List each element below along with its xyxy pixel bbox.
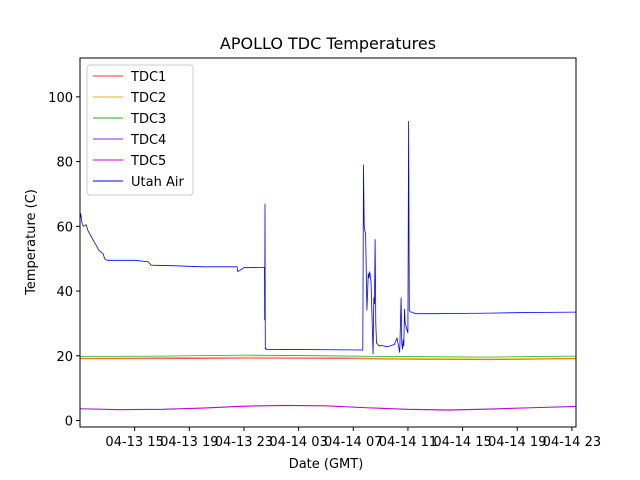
x-tick-label: 04-14 07 (324, 435, 382, 450)
series-line-tdc1 (80, 357, 576, 361)
series-line-utah-air (80, 121, 576, 355)
x-tick-label: 04-14 11 (379, 435, 437, 450)
y-axis-label: Temperature (C) (24, 189, 39, 296)
series-line-tdc5 (80, 405, 576, 411)
legend-label: TDC5 (130, 154, 166, 169)
legend-label: TDC1 (130, 70, 166, 85)
chart-title: APOLLO TDC Temperatures (220, 34, 436, 53)
x-tick-label: 04-13 23 (215, 435, 273, 450)
legend: TDC1 TDC2 TDC3 TDC4 TDC5 Utah Air (86, 64, 194, 196)
y-tick-label: 100 (48, 91, 73, 106)
plot-frame (79, 57, 577, 428)
x-axis-label: Date (GMT) (289, 457, 364, 472)
x-tick-label: 04-14 19 (488, 435, 546, 450)
y-tick-label: 40 (56, 285, 73, 300)
series-line-tdc3 (80, 354, 576, 358)
y-tick-label: 0 (65, 415, 73, 430)
x-tick-label: 04-13 15 (105, 435, 163, 450)
x-tick-label: 04-14 03 (269, 435, 327, 450)
legend-label: TDC4 (130, 133, 166, 148)
x-tick-label: 04-13 19 (160, 435, 218, 450)
x-tick-label: 04-14 15 (433, 435, 491, 450)
y-tick-label: 80 (56, 156, 73, 171)
legend-label: TDC2 (130, 91, 166, 106)
y-tick-label: 60 (56, 220, 73, 235)
x-tick-label: 04-14 23 (543, 435, 601, 450)
legend-label: Utah Air (131, 175, 184, 190)
legend-label: TDC3 (130, 112, 166, 127)
y-tick-label: 20 (56, 350, 73, 365)
series-line-tdc2 (80, 356, 576, 360)
